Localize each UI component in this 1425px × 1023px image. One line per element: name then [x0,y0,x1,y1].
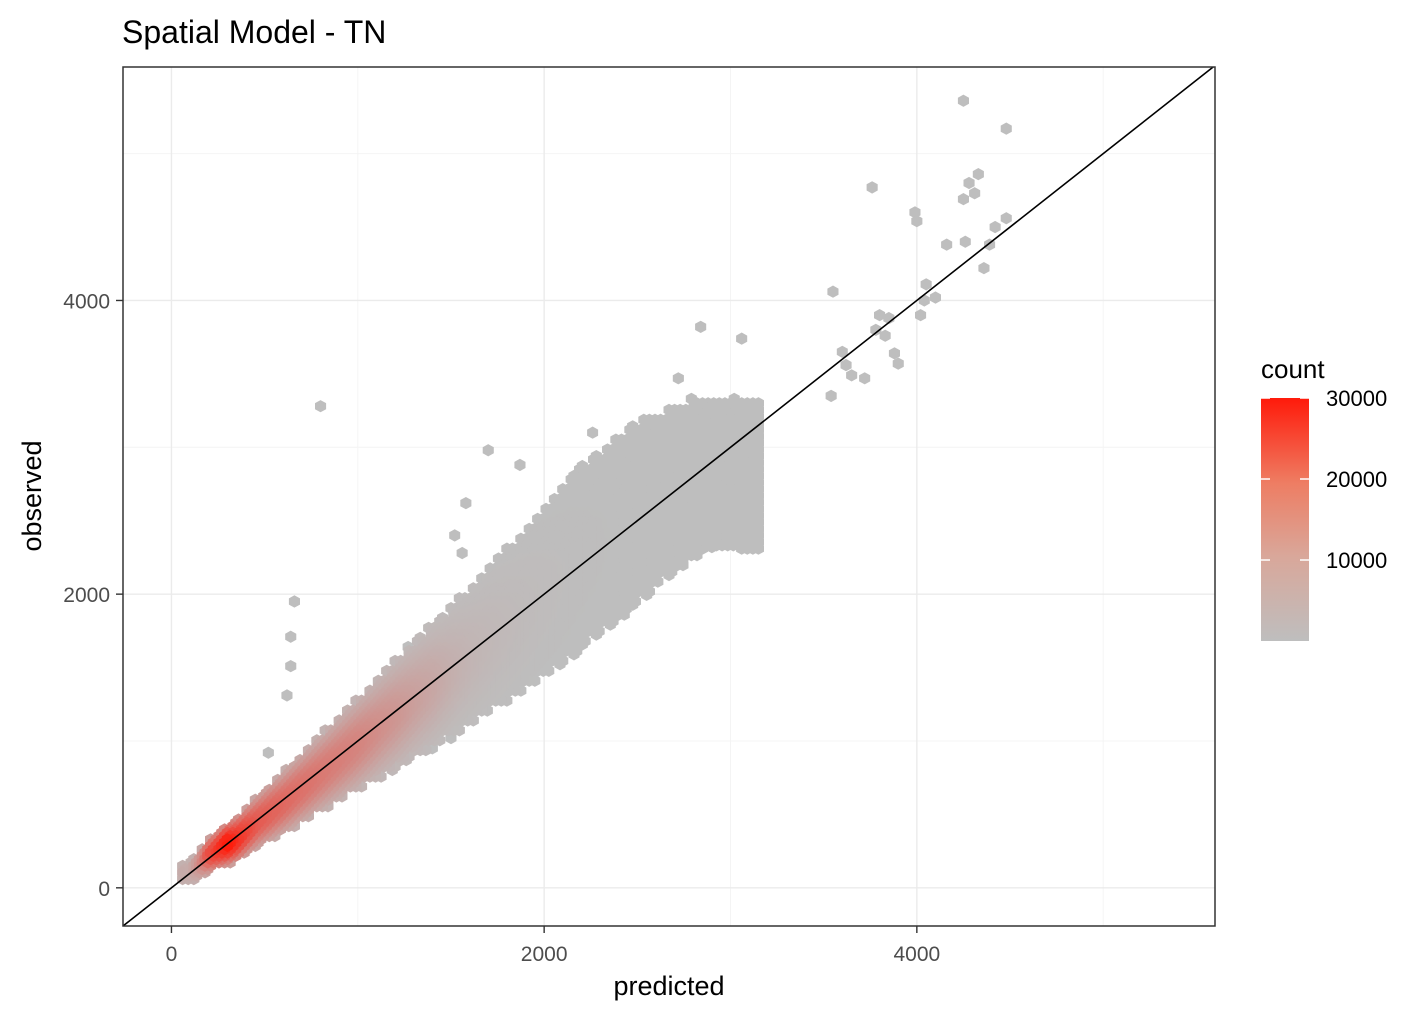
hex-cell [449,529,461,542]
hex-cell [672,372,684,385]
hex-cell [846,369,858,382]
hex-cell [460,497,472,510]
hex-cell [285,660,297,673]
hex-cell [892,357,904,370]
hex-cell [315,400,327,413]
hex-cell [514,458,526,472]
legend-colorbar [1261,398,1309,641]
hex-cell [736,332,748,345]
hex-cell [972,168,984,181]
hex-cell [752,463,764,476]
legend-tick-label: 20000 [1326,467,1387,492]
x-axis-ticks: 0 2000 4000 [166,926,940,966]
hex-cell [909,206,921,219]
hex-cell [870,323,882,336]
hex-cell [285,630,297,643]
hex-cell [221,839,233,853]
legend-tick-label: 10000 [1326,548,1387,573]
y-tick-label: 4000 [63,290,110,313]
y-axis-ticks: 0 2000 4000 [63,290,123,901]
hex-cell [989,220,1001,234]
identity-line [123,67,1214,926]
x-tick-label: 4000 [893,943,940,966]
hex-cell [941,238,953,251]
hex-cell [836,345,848,358]
legend-ticks: 10000 20000 30000 [1261,386,1387,573]
y-tick-label: 2000 [63,584,110,607]
hex-cell [281,689,293,702]
hex-cell [825,389,837,403]
y-axis-label: observed [17,440,47,551]
hex-cell [827,285,839,298]
hex-cell [1000,122,1012,135]
hex-cell [969,187,981,200]
hex-cell [978,262,990,275]
hex-cell [866,181,878,194]
hex-cell [959,235,971,248]
hex-cell [963,176,975,190]
plot-border [122,66,1216,927]
legend: count 10000 20000 30000 [1261,354,1387,641]
hex-cell [695,320,707,333]
hex-cell [920,278,932,291]
hex-cell [1000,212,1012,225]
hex-cell [929,291,941,304]
hex-cell [859,372,871,385]
hex-cell [587,426,599,439]
hex-cell [911,215,923,228]
hex-cell [874,309,886,322]
x-tick-label: 0 [166,943,178,966]
hex-cell [879,329,891,342]
hex-cell [957,193,969,206]
hex-cell [957,94,969,107]
x-tick-label: 2000 [521,943,568,966]
hex-cell [915,309,927,322]
hex-cell [288,595,300,608]
hexbin-cells [177,94,1012,886]
chart-title: Spatial Model - TN [122,14,386,50]
hex-cell [888,347,900,360]
hex-cell [482,444,494,457]
x-axis-label: predicted [613,971,724,1001]
hex-cell [456,546,468,560]
hex-cell [840,358,852,372]
y-tick-label: 0 [98,878,110,901]
legend-title: count [1261,354,1325,384]
legend-tick-label: 30000 [1326,386,1387,411]
hex-cell [262,746,274,759]
